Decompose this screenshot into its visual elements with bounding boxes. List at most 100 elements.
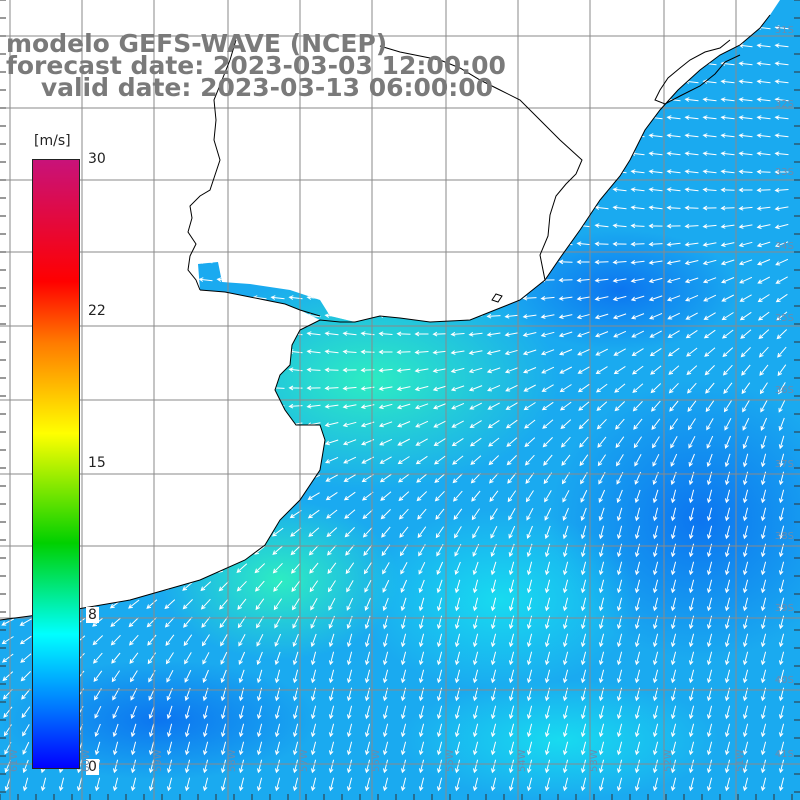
wind-arrow (760, 507, 767, 522)
wind-arrow (540, 241, 555, 246)
wind-arrow (756, 97, 771, 102)
wind-arrow (468, 331, 483, 337)
wind-arrow (18, 439, 33, 444)
longitude-label: 51W (735, 749, 746, 772)
wind-arrow (130, 705, 137, 719)
wind-arrow (724, 507, 731, 522)
wind-arrow (504, 259, 519, 264)
wind-arrow (414, 295, 429, 300)
wind-arrow (328, 597, 336, 611)
wind-arrow (434, 473, 446, 483)
wind-arrow (238, 669, 245, 684)
wind-arrow (198, 367, 213, 372)
wind-arrow (741, 364, 751, 376)
wind-arrow (180, 476, 195, 481)
wind-arrow (345, 562, 355, 575)
wind-arrow (238, 705, 245, 720)
wind-arrow (418, 741, 425, 756)
wind-arrow (256, 705, 263, 720)
wind-arrow (720, 169, 735, 174)
wind-arrow (580, 507, 587, 522)
wind-arrow (256, 741, 263, 756)
wind-arrow (144, 223, 159, 228)
wind-arrow (310, 705, 317, 720)
wind-arrow (724, 633, 731, 648)
wind-arrow (667, 347, 680, 357)
wind-arrow (90, 547, 105, 554)
wind-arrow (144, 205, 159, 210)
wind-arrow (634, 723, 641, 738)
wind-arrow (580, 669, 587, 684)
wind-arrow (616, 579, 623, 594)
wind-arrow (252, 403, 267, 409)
wind-arrow (0, 367, 15, 372)
wind-arrow (634, 777, 641, 792)
river-plate-inner-coast (199, 289, 321, 317)
wind-arrow (396, 349, 411, 355)
wind-arrow (432, 385, 447, 392)
wind-arrow (288, 259, 303, 264)
wind-arrow (432, 133, 447, 138)
wind-arrow (598, 723, 605, 738)
wind-arrow (738, 97, 753, 102)
wind-arrow (290, 545, 302, 556)
wind-arrow (433, 420, 447, 428)
wind-arrow (162, 223, 177, 228)
wind-arrow (544, 651, 551, 666)
wind-arrow (360, 277, 375, 282)
wind-arrow (576, 313, 591, 320)
wind-arrow (198, 313, 213, 318)
wind-arrow (198, 458, 213, 463)
wind-arrow (18, 403, 33, 408)
wind-arrow (378, 115, 393, 120)
wind-arrow (486, 367, 501, 374)
wind-arrow (504, 349, 519, 356)
wind-arrow (364, 759, 371, 774)
wind-arrow (360, 241, 375, 246)
wind-arrow (272, 562, 283, 574)
wind-arrow (126, 385, 141, 390)
wind-arrow (327, 544, 337, 556)
wind-arrow (490, 741, 497, 756)
wind-arrow (450, 259, 465, 264)
wind-arrow (562, 579, 569, 594)
wind-arrow (436, 669, 443, 684)
wind-arrow (504, 223, 519, 228)
wind-arrow (651, 400, 661, 412)
wind-arrow (486, 133, 501, 138)
wind-arrow (522, 332, 537, 337)
wind-arrow (760, 435, 767, 450)
wind-arrow (148, 759, 155, 774)
wind-arrow (562, 561, 569, 576)
wind-arrow (738, 61, 753, 66)
wind-arrow (162, 349, 177, 354)
wind-arrow (346, 580, 354, 593)
wind-arrow (450, 223, 465, 228)
wind-arrow (18, 313, 33, 318)
wind-arrow (434, 490, 445, 502)
wind-arrow (468, 169, 483, 174)
wind-arrow (544, 705, 551, 720)
wind-arrow (706, 633, 713, 648)
wind-arrow (0, 475, 15, 480)
wind-arrow (616, 597, 623, 612)
wind-arrow (199, 528, 213, 536)
wind-arrow (342, 133, 357, 138)
wind-arrow (162, 169, 177, 174)
wind-arrow (486, 241, 501, 246)
latitude-label: 40S (774, 675, 794, 686)
wind-arrow (252, 475, 267, 482)
wind-arrow (504, 332, 519, 337)
wind-arrow (253, 492, 267, 500)
wind-arrow (685, 329, 698, 339)
latitude-label: 37S (774, 459, 794, 470)
wind-arrow (598, 651, 605, 666)
wind-arrow (540, 43, 555, 48)
colorbar-unit: [m/s] (32, 133, 73, 149)
wind-arrow (165, 652, 174, 665)
wind-arrow (436, 651, 443, 666)
wind-arrow (362, 526, 373, 538)
coast-detail (491, 293, 503, 303)
wind-arrow (562, 723, 569, 738)
